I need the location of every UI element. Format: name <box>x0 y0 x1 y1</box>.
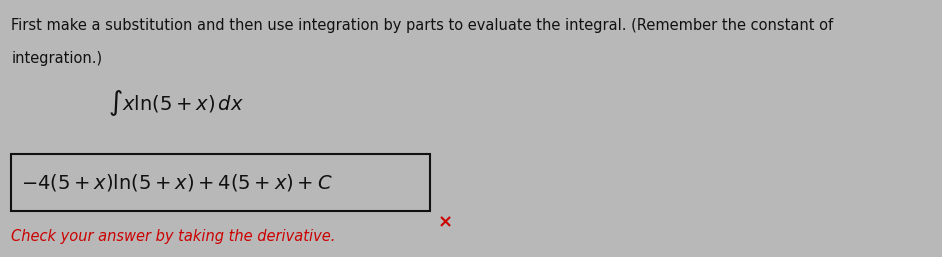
Text: $-4(5+x)\ln(5+x) + 4(5+x) + C$: $-4(5+x)\ln(5+x) + 4(5+x) + C$ <box>21 172 333 193</box>
Bar <box>11 154 430 211</box>
Text: integration.): integration.) <box>11 51 103 66</box>
Text: ×: × <box>438 213 453 231</box>
Text: First make a substitution and then use integration by parts to evaluate the inte: First make a substitution and then use i… <box>11 18 834 33</box>
Text: Check your answer by taking the derivative.: Check your answer by taking the derivati… <box>11 229 335 244</box>
Text: $\int x \ln(5 + x)\, dx$: $\int x \ln(5 + x)\, dx$ <box>108 88 244 118</box>
